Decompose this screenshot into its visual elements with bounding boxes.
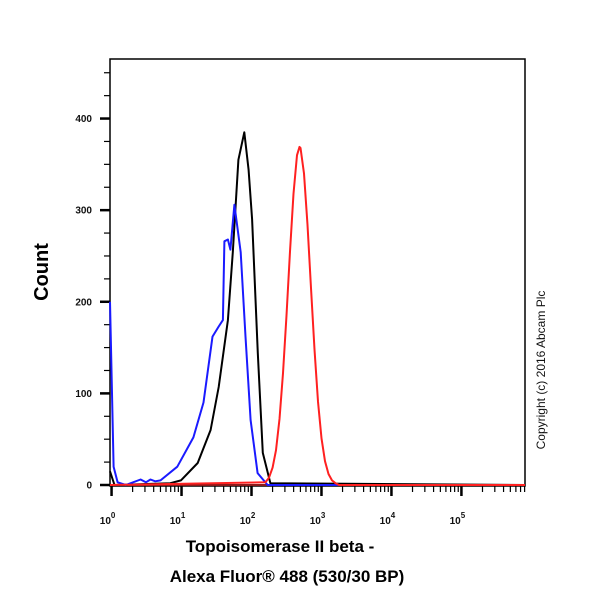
series-group (109, 131, 526, 486)
y-tick-label: 400 (75, 114, 92, 125)
plot-frame (109, 58, 526, 487)
x-tick-exponent: 4 (391, 511, 396, 520)
y-tick-label: 300 (75, 206, 92, 217)
x-tick-label: 102 (240, 511, 256, 527)
series-line-2 (109, 145, 525, 486)
y-axis-label: Count (31, 243, 53, 301)
x-tick-base: 10 (240, 516, 252, 527)
y-tick-label: 200 (75, 297, 92, 308)
y-tick-label: 0 (86, 481, 92, 492)
x-tick-base: 10 (100, 516, 112, 527)
y-axis: 0 100 200 300 400 (75, 72, 110, 492)
x-tick-exponent: 3 (321, 511, 326, 520)
copyright-text: Copyright (c) 2016 Abcam Plc (534, 291, 548, 450)
x-tick-label: 103 (310, 511, 326, 527)
x-tick-label: 101 (170, 511, 186, 527)
x-tick-exponent: 1 (181, 511, 186, 520)
x-tick-base: 10 (170, 516, 182, 527)
x-tick-base: 10 (310, 516, 322, 527)
y-tick-label: 100 (75, 389, 92, 400)
series-line-1 (109, 203, 525, 486)
x-tick-exponent: 2 (251, 511, 256, 520)
x-tick-label: 105 (450, 511, 466, 527)
x-axis-label-line-2: Alexa Fluor® 488 (530/30 BP) (170, 567, 405, 586)
x-tick-label: 100 (100, 511, 116, 527)
x-tick-base: 10 (450, 516, 462, 527)
x-tick-base: 10 (380, 516, 392, 527)
x-tick-exponent: 0 (111, 511, 116, 520)
x-tick-exponent: 5 (461, 511, 466, 520)
x-axis-label-line-1: Topoisomerase II beta - (186, 537, 375, 556)
x-tick-label: 104 (380, 511, 396, 527)
series-line-0 (109, 131, 526, 486)
